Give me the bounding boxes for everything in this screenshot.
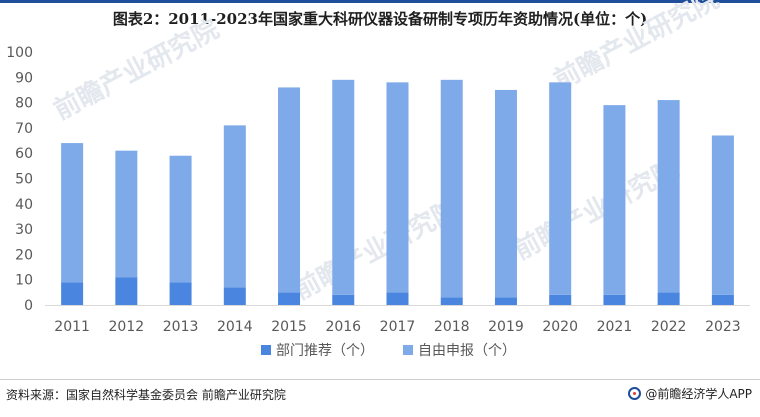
bar-dept-recommended [603,294,626,305]
y-tick-label: 80 [15,96,33,112]
bar-dept-recommended [332,294,355,305]
y-tick-label: 0 [24,298,33,314]
bar-dept-recommended [657,292,680,305]
bar-free-application [603,105,626,295]
x-tick-label: 2017 [380,319,416,335]
y-tick-label: 100 [6,45,33,61]
y-tick-label: 30 [15,222,33,238]
bar-free-application [169,155,192,283]
brand-credit: @前瞻经济学人APP [628,385,752,402]
legend-self-label: 自由申报（个） [418,343,516,359]
y-tick-label: 20 [15,247,33,263]
y-tick-label: 40 [15,197,33,213]
y-tick-label: 50 [15,172,33,188]
source-note: 资料来源：国家自然科学基金委员会 前瞻产业研究院 [6,388,286,402]
legend-dept-swatch [261,345,271,355]
top-accent-line [0,0,760,3]
bar-free-application [440,79,463,298]
x-tick-label: 2015 [271,319,307,335]
x-tick-label: 2016 [325,319,361,335]
x-tick-label: 2023 [705,319,741,335]
bar-free-application [711,135,734,295]
watermark-text: 前瞻产业研究院 [549,0,724,96]
y-tick-label: 60 [15,146,33,162]
bar-free-application [549,82,572,295]
bar-free-application [386,82,409,293]
y-tick-label: 70 [15,121,33,137]
brand-logo-icon [628,387,642,400]
x-tick-label: 2021 [597,319,633,335]
bar-dept-recommended [115,277,138,305]
x-tick-label: 2018 [434,319,470,335]
x-tick-label: 2020 [542,319,578,335]
bar-dept-recommended [169,282,192,305]
y-tick-label: 90 [15,70,33,86]
watermark-text: 前瞻产业研究院 [289,193,464,306]
bar-free-application [657,100,680,293]
x-tick-label: 2013 [163,319,199,335]
bar-free-application [494,89,517,298]
bar-free-application [61,143,84,283]
bar-free-application [278,87,301,293]
bar-free-application [332,79,355,295]
x-tick-label: 2014 [217,319,253,335]
legend-self-swatch [403,345,413,355]
bar-dept-recommended [278,292,301,305]
legend-dept-label: 部门推荐（个） [276,343,374,359]
chart-title: 图表2：2011-2023年国家重大科研仪器设备研制专项历年资助情况(单位：个) [112,10,648,28]
bar-dept-recommended [711,294,734,305]
watermark-text: 前瞻产业研究院 [49,13,224,126]
x-tick-label: 2022 [651,319,687,335]
bar-dept-recommended [61,282,84,305]
brand-label: @前瞻经济学人APP [645,387,752,401]
bar-dept-recommended [549,294,572,305]
bar-dept-recommended [223,287,246,305]
bar-dept-recommended [386,292,409,305]
x-tick-label: 2011 [54,319,90,335]
x-tick-label: 2019 [488,319,524,335]
bar-dept-recommended [494,297,517,305]
bar-dept-recommended [440,297,463,305]
y-tick-label: 10 [15,273,33,289]
bar-free-application [115,150,138,278]
bar-free-application [223,125,246,288]
footer-divider [0,379,760,380]
x-tick-label: 2012 [109,319,145,335]
